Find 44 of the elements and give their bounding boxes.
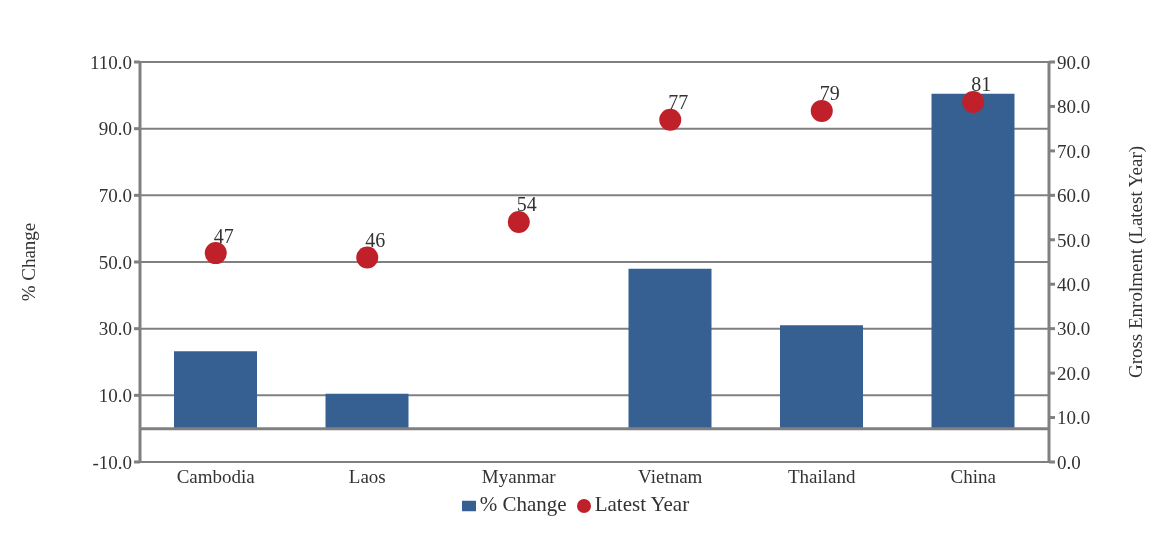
y2-tick-label: 50.0 <box>1057 229 1091 251</box>
x-tick-label: Laos <box>348 466 386 488</box>
point <box>204 242 227 265</box>
data-label: 81 <box>971 73 992 96</box>
y-tick-label: 70.0 <box>98 185 132 207</box>
y2-tick-label: 0.0 <box>1057 451 1081 473</box>
point <box>659 108 682 131</box>
y2-tick-label: 20.0 <box>1057 362 1091 384</box>
point <box>356 246 379 269</box>
data-label: 79 <box>819 82 840 105</box>
y-tick-label: 50.0 <box>98 251 132 273</box>
y2-tick-label: 80.0 <box>1057 96 1091 118</box>
bar <box>628 268 712 429</box>
y-tick-label: 110.0 <box>89 51 132 73</box>
y2-tick-label: 90.0 <box>1057 51 1091 73</box>
point <box>962 91 985 113</box>
bar <box>931 93 1015 429</box>
bar <box>780 325 863 429</box>
data-label: 46 <box>365 229 386 252</box>
x-tick-label: Vietnam <box>638 466 703 488</box>
y-tick-label: 30.0 <box>98 318 132 340</box>
point <box>810 99 833 122</box>
legend-label: % Change <box>479 492 567 516</box>
y2-tick-label: 40.0 <box>1057 273 1091 295</box>
y-tick-label: 10.0 <box>98 385 132 407</box>
data-label: 54 <box>516 193 537 216</box>
x-tick-label: Myanmar <box>481 466 557 488</box>
data-label: 77 <box>668 91 689 114</box>
y2-tick-label: 10.0 <box>1057 407 1091 429</box>
bar <box>174 351 257 429</box>
x-tick-label: China <box>950 466 997 488</box>
y-tick-label: 90.0 <box>98 118 132 140</box>
legend-label: Latest Year <box>594 492 690 516</box>
y2-tick-label: 30.0 <box>1057 318 1091 340</box>
y-axis-title: % Change <box>17 222 39 302</box>
bar <box>325 393 409 429</box>
y2-tick-label: 60.0 <box>1057 185 1091 207</box>
data-label: 47 <box>213 224 234 247</box>
x-tick-label: Thailand <box>787 466 857 488</box>
y2-axis-title: Gross Enrolment (Latest Year) <box>1124 145 1147 379</box>
x-tick-label: Cambodia <box>176 466 256 488</box>
point <box>507 211 530 233</box>
y-tick-label: -10.0 <box>92 451 132 473</box>
y2-tick-label: 70.0 <box>1057 140 1091 162</box>
